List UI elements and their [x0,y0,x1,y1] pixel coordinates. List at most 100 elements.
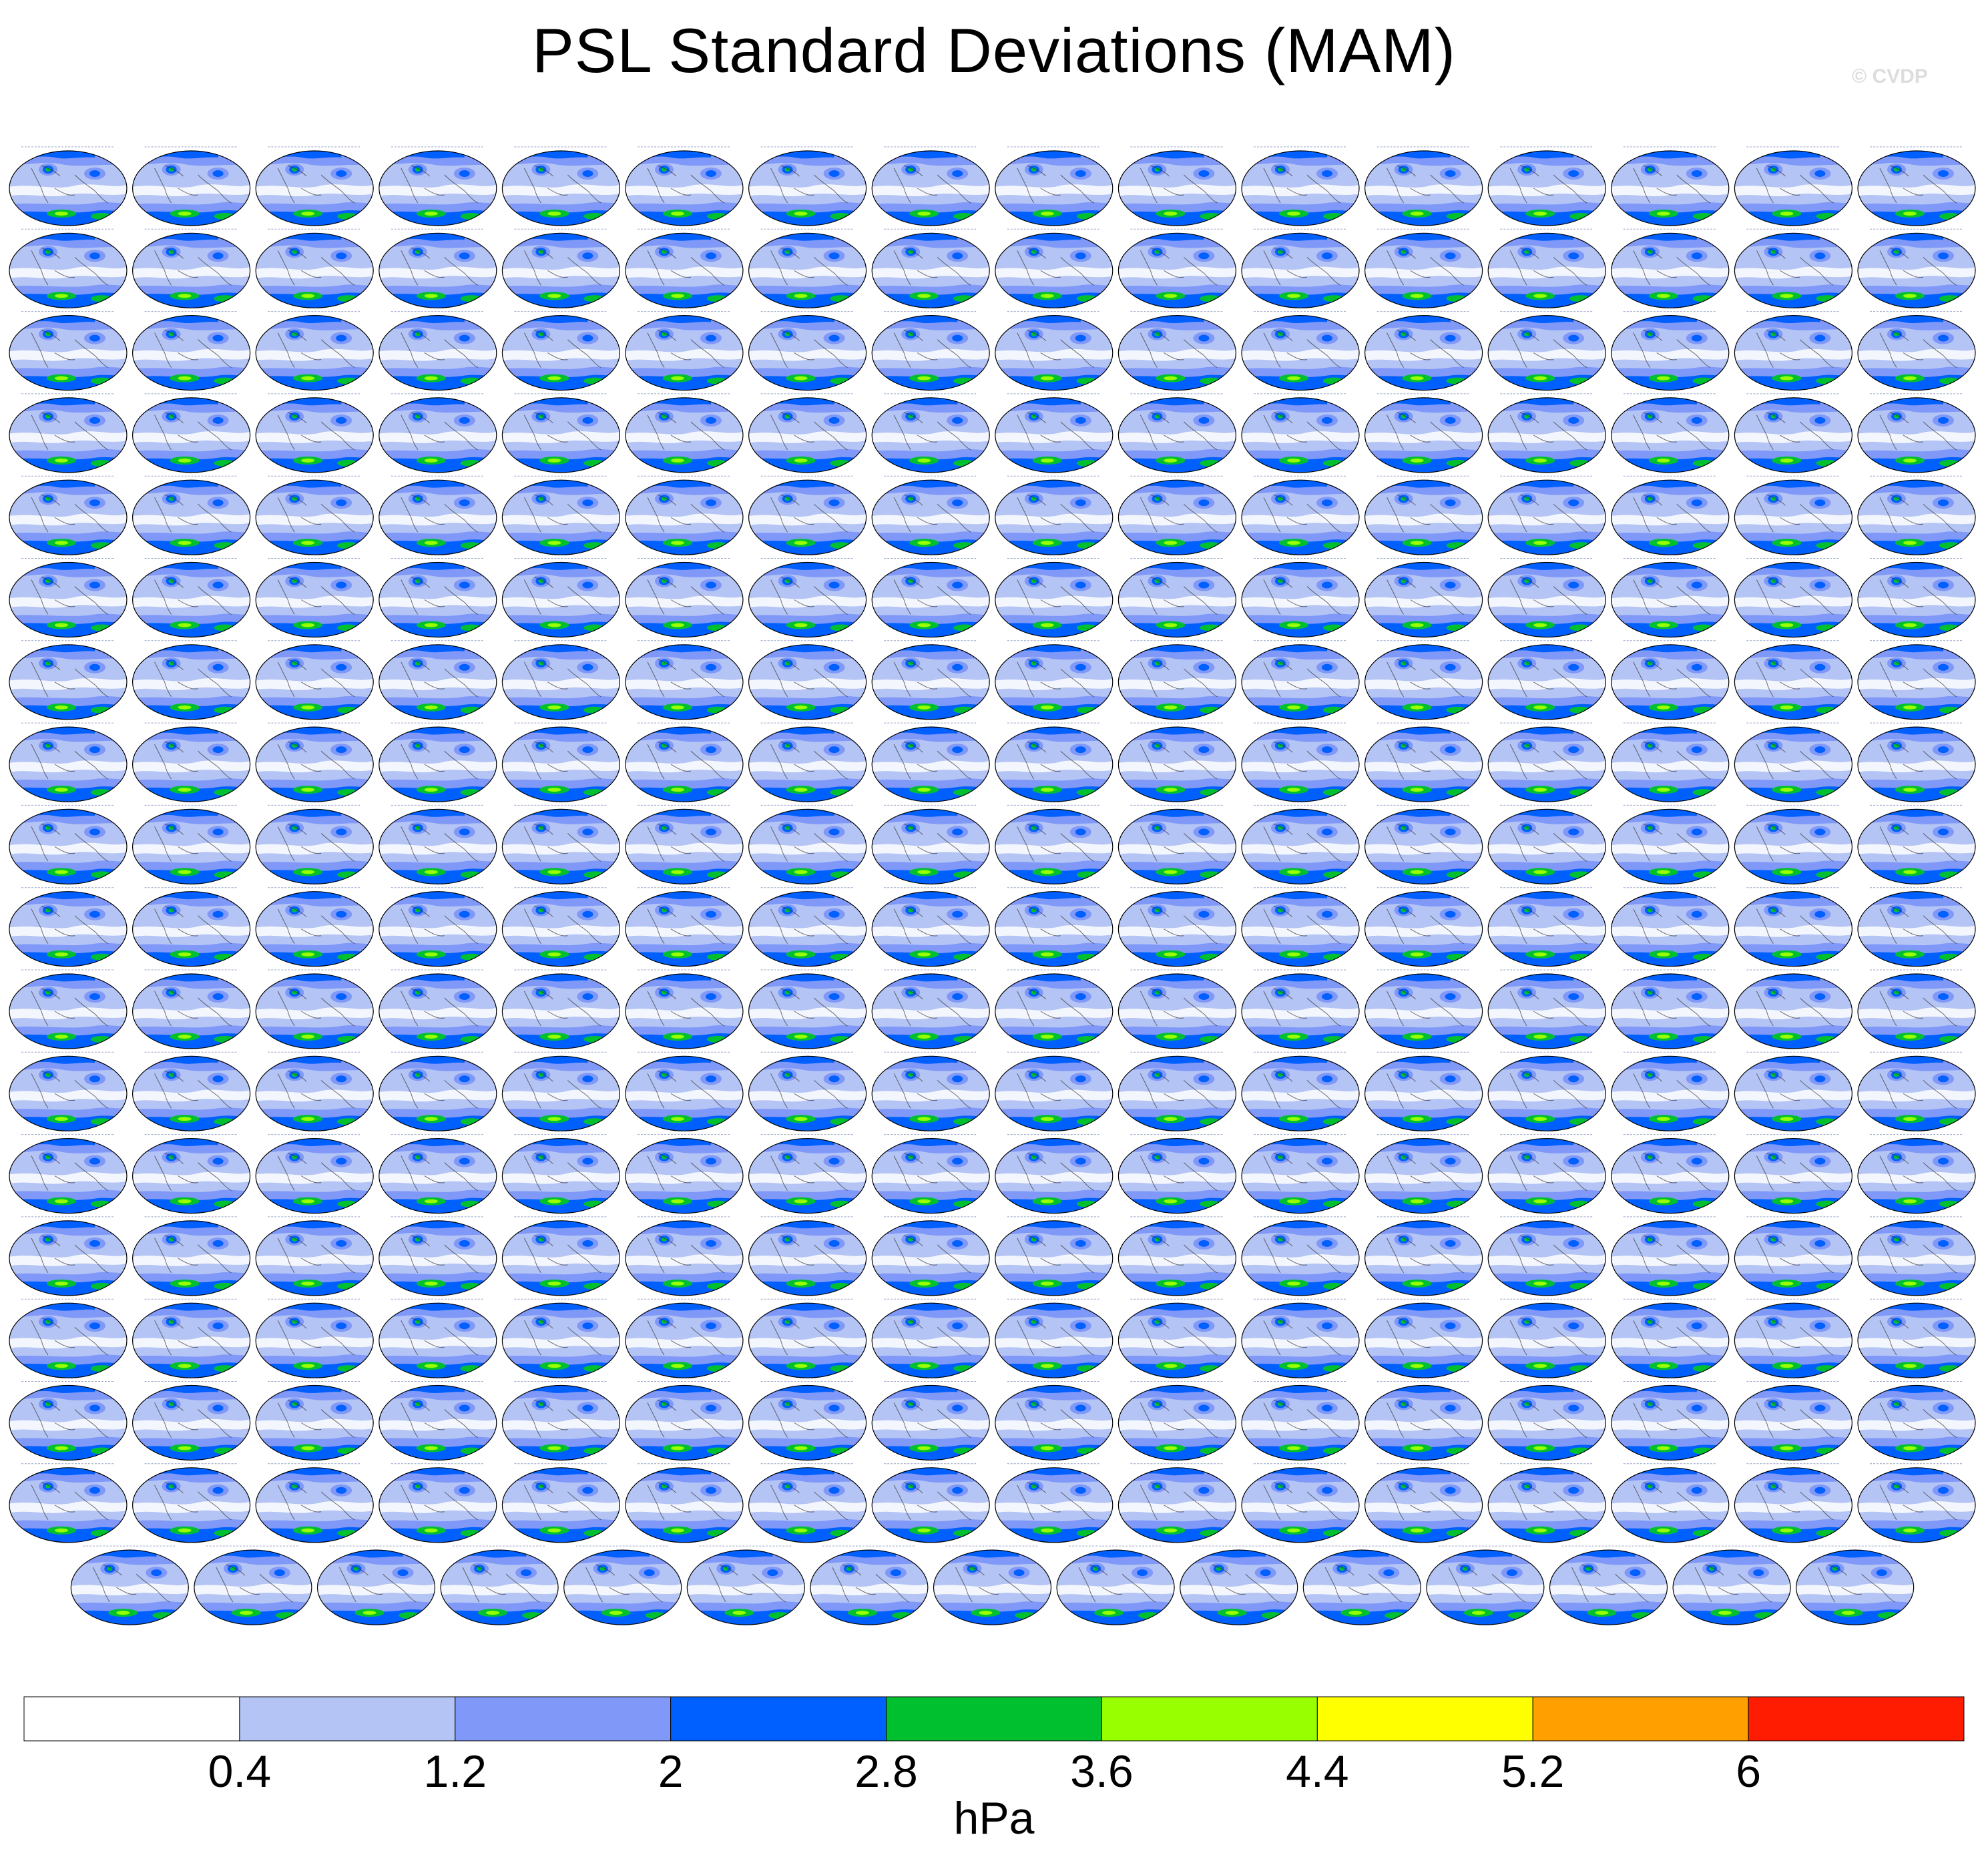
map-panel [1610,887,1730,968]
map-panel [1117,1298,1237,1379]
panel-grid [0,146,1988,1669]
map-panel [994,1216,1114,1297]
map-panel [316,1545,437,1626]
colorbar-box [670,1696,887,1742]
colorbar-tick-label: 2.8 [854,1746,918,1797]
map-panel [1487,1381,1607,1462]
map-panel [1117,969,1237,1050]
map-panel [871,804,991,885]
map-panel [1733,640,1853,721]
map-panel [1487,722,1607,803]
colorbar-tick-label: 0.4 [208,1746,272,1797]
map-panel [624,393,744,474]
map-panel [378,146,498,227]
map-panel [748,804,868,885]
map-panel [378,1134,498,1215]
map-panel [624,311,744,392]
colorbar-tick-label: 4.4 [1286,1746,1349,1797]
map-panel [254,475,375,556]
map-panel [501,1051,621,1132]
colorbar-box [239,1696,456,1742]
map-panel [8,475,128,556]
map-panel [871,1463,991,1544]
map-panel [1733,393,1853,474]
map-panel [8,311,128,392]
map-panel [254,1381,375,1462]
map-panel [809,1545,929,1626]
map-panel [1610,1298,1730,1379]
map-panel [1364,1134,1484,1215]
map-panel [8,146,128,227]
map-panel [748,228,868,309]
map-panel [132,1298,252,1379]
map-panel [1733,1381,1853,1462]
map-panel [501,722,621,803]
map-panel [1117,1463,1237,1544]
map-panel [1302,1545,1422,1626]
map-panel [1733,228,1853,309]
map-panel [1487,804,1607,885]
map-panel [1487,311,1607,392]
map-panel [994,311,1114,392]
map-panel [1487,558,1607,639]
map-panel [1364,1381,1484,1462]
map-panel [132,640,252,721]
map-panel [1364,1051,1484,1132]
map-panel [1733,558,1853,639]
map-panel [1733,804,1853,885]
map-panel [8,640,128,721]
map-panel [1055,1545,1176,1626]
map-panel [624,475,744,556]
map-panel [8,1134,128,1215]
map-panel [1117,1134,1237,1215]
map-panel [1117,1216,1237,1297]
map-panel [1425,1545,1545,1626]
map-panel [378,475,498,556]
map-panel [1240,475,1360,556]
map-panel [1856,804,1977,885]
map-panel [1364,146,1484,227]
map-panel [1610,1381,1730,1462]
map-panel [1733,722,1853,803]
map-panel [69,1545,190,1626]
map-panel [748,1381,868,1462]
colorbar-tick-label: 2 [658,1746,684,1797]
map-panel [871,722,991,803]
chart-title: PSL Standard Deviations (MAM) [532,15,1456,85]
map-panel [1856,1134,1977,1215]
map-panel [1117,558,1237,639]
map-panel [871,640,991,721]
map-panel [1610,1463,1730,1544]
map-panel [1117,228,1237,309]
map-panel [1549,1545,1669,1626]
map-panel [624,146,744,227]
map-panel [748,640,868,721]
map-panel [254,1051,375,1132]
map-panel [994,558,1114,639]
map-panel [748,558,868,639]
map-panel [994,640,1114,721]
map-panel [501,393,621,474]
map-panel [1610,804,1730,885]
map-panel [132,393,252,474]
map-panel [1117,722,1237,803]
map-panel [871,393,991,474]
map-panel [132,228,252,309]
map-panel [1856,558,1977,639]
map-panel [871,1051,991,1132]
map-panel [132,475,252,556]
map-panel [1240,1463,1360,1544]
map-panel [1240,1134,1360,1215]
map-panel [132,146,252,227]
map-panel [871,1298,991,1379]
map-panel [501,1381,621,1462]
map-panel [501,475,621,556]
map-panel [1117,475,1237,556]
colorbar-tick-label: 6 [1736,1746,1762,1797]
map-panel [1240,393,1360,474]
map-panel [624,722,744,803]
map-panel [1610,558,1730,639]
map-panel [378,228,498,309]
map-panel [378,558,498,639]
map-panel [1240,228,1360,309]
